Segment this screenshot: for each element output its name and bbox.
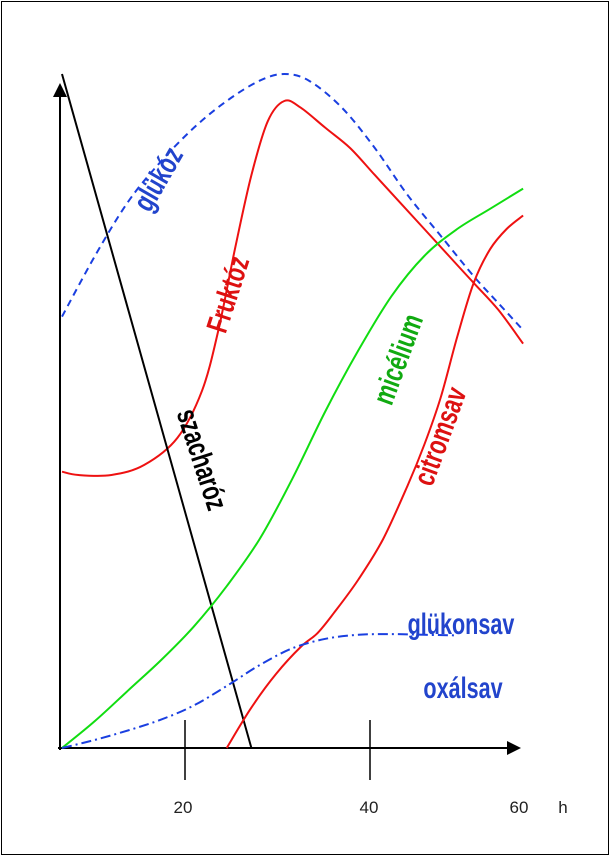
series-line-3 [61,187,524,749]
curve-label-1: Fruktóz [199,252,256,337]
x-tick-label-60: 60 [510,798,529,817]
series-line-0 [61,72,524,331]
curve-label-4: citromsav [406,382,473,490]
curve-label-5: glükonsav [408,606,515,640]
series-line-1 [61,99,524,477]
x-axis-unit: h [558,798,567,817]
curve-label-3: szacharóz [170,404,235,514]
curve-label-6: oxálsav [423,670,503,704]
x-tick-label-40: 40 [360,798,379,817]
x-tick-label-20: 20 [174,798,193,817]
curve-label-2: micélium [366,309,430,409]
curve-label-0: glükóz [126,141,190,217]
series-line-2 [61,73,253,749]
series-line-4 [225,214,524,749]
series-line-5 [61,633,458,749]
